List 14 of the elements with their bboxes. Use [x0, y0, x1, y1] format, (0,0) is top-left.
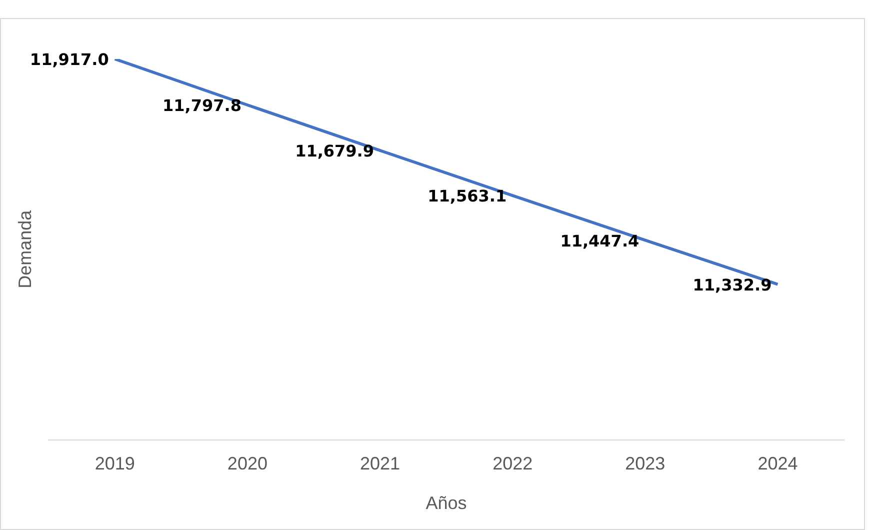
data-label: 11,332.9	[692, 275, 772, 294]
data-label: 11,797.8	[162, 96, 242, 116]
data-label: 11,917.0	[30, 50, 109, 70]
x-axis-title: Años	[426, 493, 467, 514]
x-tick-label: 2023	[625, 454, 666, 474]
x-tick-label: 2024	[758, 454, 798, 474]
y-axis-title: Demanda	[14, 209, 35, 288]
data-label: 11,563.1	[428, 186, 507, 206]
x-tick-label: 2022	[492, 454, 533, 474]
x-tick-label: 2020	[227, 454, 268, 474]
data-label: 11,447.4	[560, 231, 640, 250]
data-label: 11,679.9	[295, 142, 374, 161]
x-tick-label: 2021	[360, 454, 400, 474]
x-tick-label: 2019	[94, 454, 135, 474]
